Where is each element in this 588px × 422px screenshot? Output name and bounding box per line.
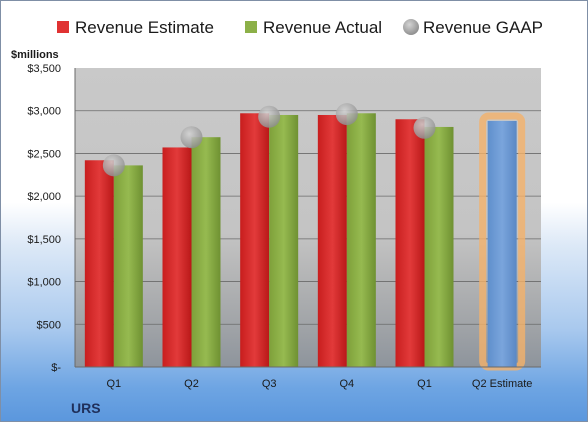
bars <box>84 112 526 371</box>
legend-swatch <box>403 19 419 35</box>
marker-revenue-gaap <box>258 105 281 128</box>
gaap-markers <box>102 103 436 177</box>
y-tick-label: $1,000 <box>27 277 61 289</box>
x-tick-label: Q1 <box>106 378 121 390</box>
x-tick-label: Q2 <box>184 378 199 390</box>
plot-area <box>75 68 541 367</box>
bar-revenue-actual <box>424 126 454 368</box>
legend: Revenue Estimate Revenue Actual Revenue GA… <box>57 18 543 37</box>
marker-revenue-gaap <box>180 126 203 149</box>
bar-revenue-estimate <box>162 147 192 367</box>
axes: $- $500 $1,000 $1,500 $2,000 $2,500 $3,000 $3,5… <box>27 63 541 390</box>
y-tick-label: $1,500 <box>27 234 61 246</box>
legend-swatch <box>57 21 69 33</box>
bar-revenue-actual <box>346 113 376 367</box>
marker-revenue-gaap <box>335 103 358 126</box>
gridlines <box>75 110 541 325</box>
y-tick-label: $500 <box>37 319 61 331</box>
x-tick-label: Q3 <box>262 378 277 390</box>
bar-revenue-actual <box>269 114 299 367</box>
bar-revenue-estimate <box>317 114 347 367</box>
x-tick-label: Q1 <box>417 378 432 390</box>
y-tick-label: $2,000 <box>27 191 61 203</box>
legend-label: Revenue Actual <box>263 18 382 37</box>
y-tick-label: $3,000 <box>27 106 61 118</box>
marker-revenue-gaap <box>102 154 125 177</box>
y-tick-label: $3,500 <box>27 63 61 75</box>
y-tick-label: $2,500 <box>27 148 61 160</box>
legend-label: Revenue Estimate <box>75 18 214 37</box>
bar-revenue-actual <box>113 165 143 367</box>
y-tick-label: $- <box>51 362 61 374</box>
marker-revenue-gaap <box>413 116 436 139</box>
bar-revenue-estimate <box>240 113 270 367</box>
bar-revenue-actual <box>191 137 221 367</box>
x-tick-label: Q4 <box>339 378 354 390</box>
y-axis-title: $millions <box>11 49 59 61</box>
company-label: URS <box>71 400 101 416</box>
legend-swatch <box>245 21 257 33</box>
bar-revenue-estimate <box>395 119 425 367</box>
x-tick-label: Q2 Estimate <box>472 378 533 390</box>
bar-revenue-estimate <box>84 160 114 367</box>
legend-label: Revenue GAAP <box>423 18 543 37</box>
bar-q2-estimate <box>487 120 517 367</box>
